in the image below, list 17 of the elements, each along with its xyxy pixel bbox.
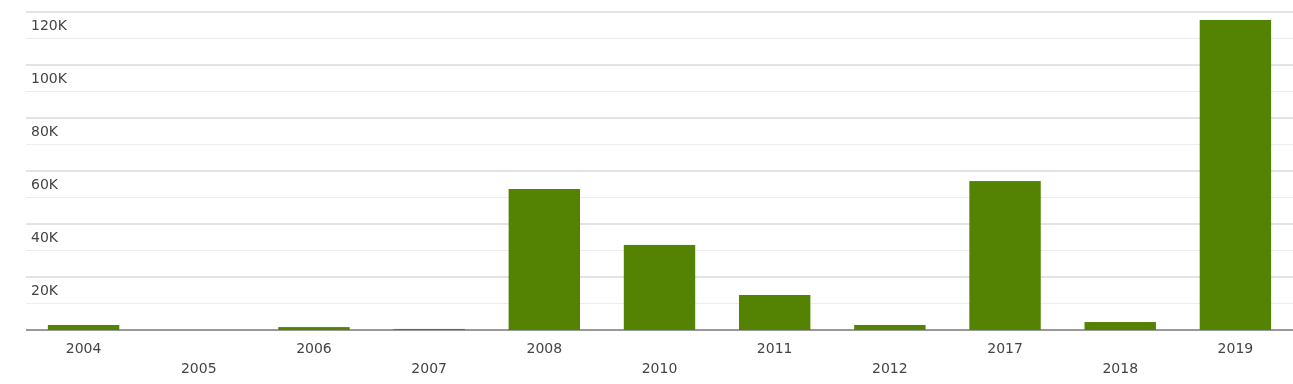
x-tick-label: 2011	[756, 340, 793, 356]
x-tick-label: 2019	[1217, 340, 1254, 356]
y-tick-label: 80K	[31, 123, 59, 139]
x-tick-label: 2007	[411, 360, 447, 376]
x-tick-label: 2018	[1102, 360, 1139, 376]
y-tick-label: 120K	[31, 17, 68, 33]
x-tick-label: 2005	[180, 360, 217, 376]
x-tick-label: 2006	[296, 340, 332, 356]
x-tick-label: 2010	[641, 360, 678, 376]
y-tick-label: 100K	[31, 70, 68, 86]
y-tick-label: 60K	[31, 176, 59, 192]
x-tick-label: 2012	[872, 360, 908, 376]
y-tick-label: 20K	[31, 282, 59, 298]
x-tick-label: 2004	[65, 340, 102, 356]
x-tick-label: 2017	[987, 340, 1023, 356]
x-tick-label: 2008	[526, 340, 563, 356]
y-tick-label: 40K	[31, 229, 59, 245]
